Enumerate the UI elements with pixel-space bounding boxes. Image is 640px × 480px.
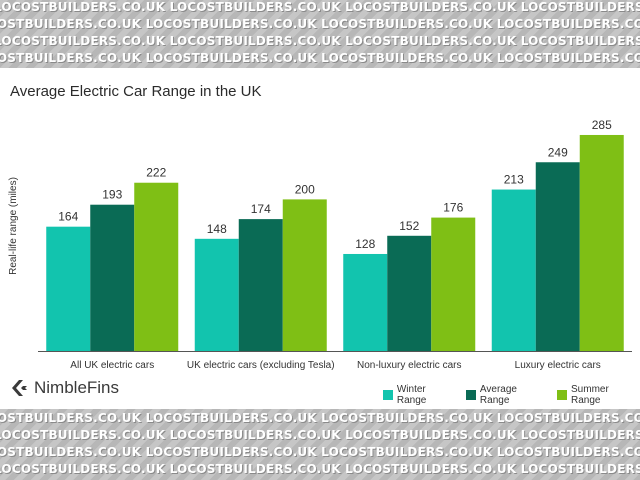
bar-summer-0 [134,182,179,351]
legend-item-winter: Winter Range [383,384,457,406]
legend-label-summer: Summer Range [571,384,609,406]
x-tick-label: UK electric cars (excluding Tesla) [187,360,335,371]
y-axis-label: Real-life range (miles) [8,177,19,275]
bar-average-0 [90,204,135,351]
bar-chart: Real-life range (miles) 164 193 222 All UK e… [8,118,632,371]
data-label: 193 [102,188,122,202]
watermark-text: LOCOSTBUILDERS.CO.UK LOCOSTBUILDERS.CO.U… [0,428,640,442]
data-label: 222 [146,166,166,180]
watermark-banner-bottom: LOCOSTBUILDERS.CO.UK LOCOSTBUILDERS.CO.U… [0,409,640,480]
chevron-k-logo-icon [12,380,27,396]
data-label: 164 [58,210,78,224]
data-label: 200 [295,182,315,196]
watermark-text: LOCOSTBUILDERS.CO.UK LOCOSTBUILDERS.CO.U… [0,462,640,476]
chart-title: Average Electric Car Range in the UK [10,83,262,100]
watermark-banner-top: LOCOSTBUILDERS.CO.UK LOCOSTBUILDERS.CO.U… [0,0,640,68]
data-label: 285 [592,118,612,132]
chart-legend: Winter Range Average Range Summer Range [383,384,640,406]
data-label: 213 [504,173,524,187]
bar-summer-3 [579,134,624,351]
brand-name: NimbleFins [34,378,120,397]
watermark-text: LOCOSTBUILDERS.CO.UK LOCOSTBUILDERS.CO.U… [0,411,640,425]
x-tick-label: Non-luxury electric cars [357,360,461,371]
data-label: 148 [207,222,227,236]
data-label: 152 [399,219,419,233]
data-label: 128 [355,237,375,251]
bar-summer-1 [282,199,327,351]
legend-label-average: Average Range [479,384,517,406]
bar-winter-1 [194,238,239,351]
x-tick-label: Luxury electric cars [515,360,601,371]
legend-swatch-winter [383,390,393,400]
bar-average-1 [238,219,283,351]
x-tick-label: All UK electric cars [70,360,154,371]
bar-winter-0 [46,226,91,351]
bar-winter-2 [343,253,388,351]
watermark-text: LOCOSTBUILDERS.CO.UK LOCOSTBUILDERS.CO.U… [0,445,640,459]
legend-swatch-average [466,390,476,400]
data-label: 176 [443,201,463,215]
watermark-text: LOCOSTBUILDERS.CO.UK LOCOSTBUILDERS.CO.U… [0,34,640,48]
legend-item-summer: Summer Range [557,384,640,406]
data-label: 174 [251,202,271,216]
watermark-text: LOCOSTBUILDERS.CO.UK LOCOSTBUILDERS.CO.U… [0,0,640,14]
bar-summer-2 [431,217,476,351]
watermark-text: LOCOSTBUILDERS.CO.UK LOCOSTBUILDERS.CO.U… [0,51,640,65]
chart-panel: Average Electric Car Range in the UK Rea… [0,68,640,409]
legend-label-winter: Winter Range [396,384,427,406]
legend-item-average: Average Range [466,384,548,406]
bar-average-2 [387,235,432,351]
watermark-text: LOCOSTBUILDERS.CO.UK LOCOSTBUILDERS.CO.U… [0,17,640,31]
data-label: 249 [548,145,568,159]
brand-logo: NimbleFins [10,376,119,400]
legend-swatch-summer [557,390,568,400]
bar-average-3 [535,162,580,351]
bar-winter-3 [491,189,536,351]
